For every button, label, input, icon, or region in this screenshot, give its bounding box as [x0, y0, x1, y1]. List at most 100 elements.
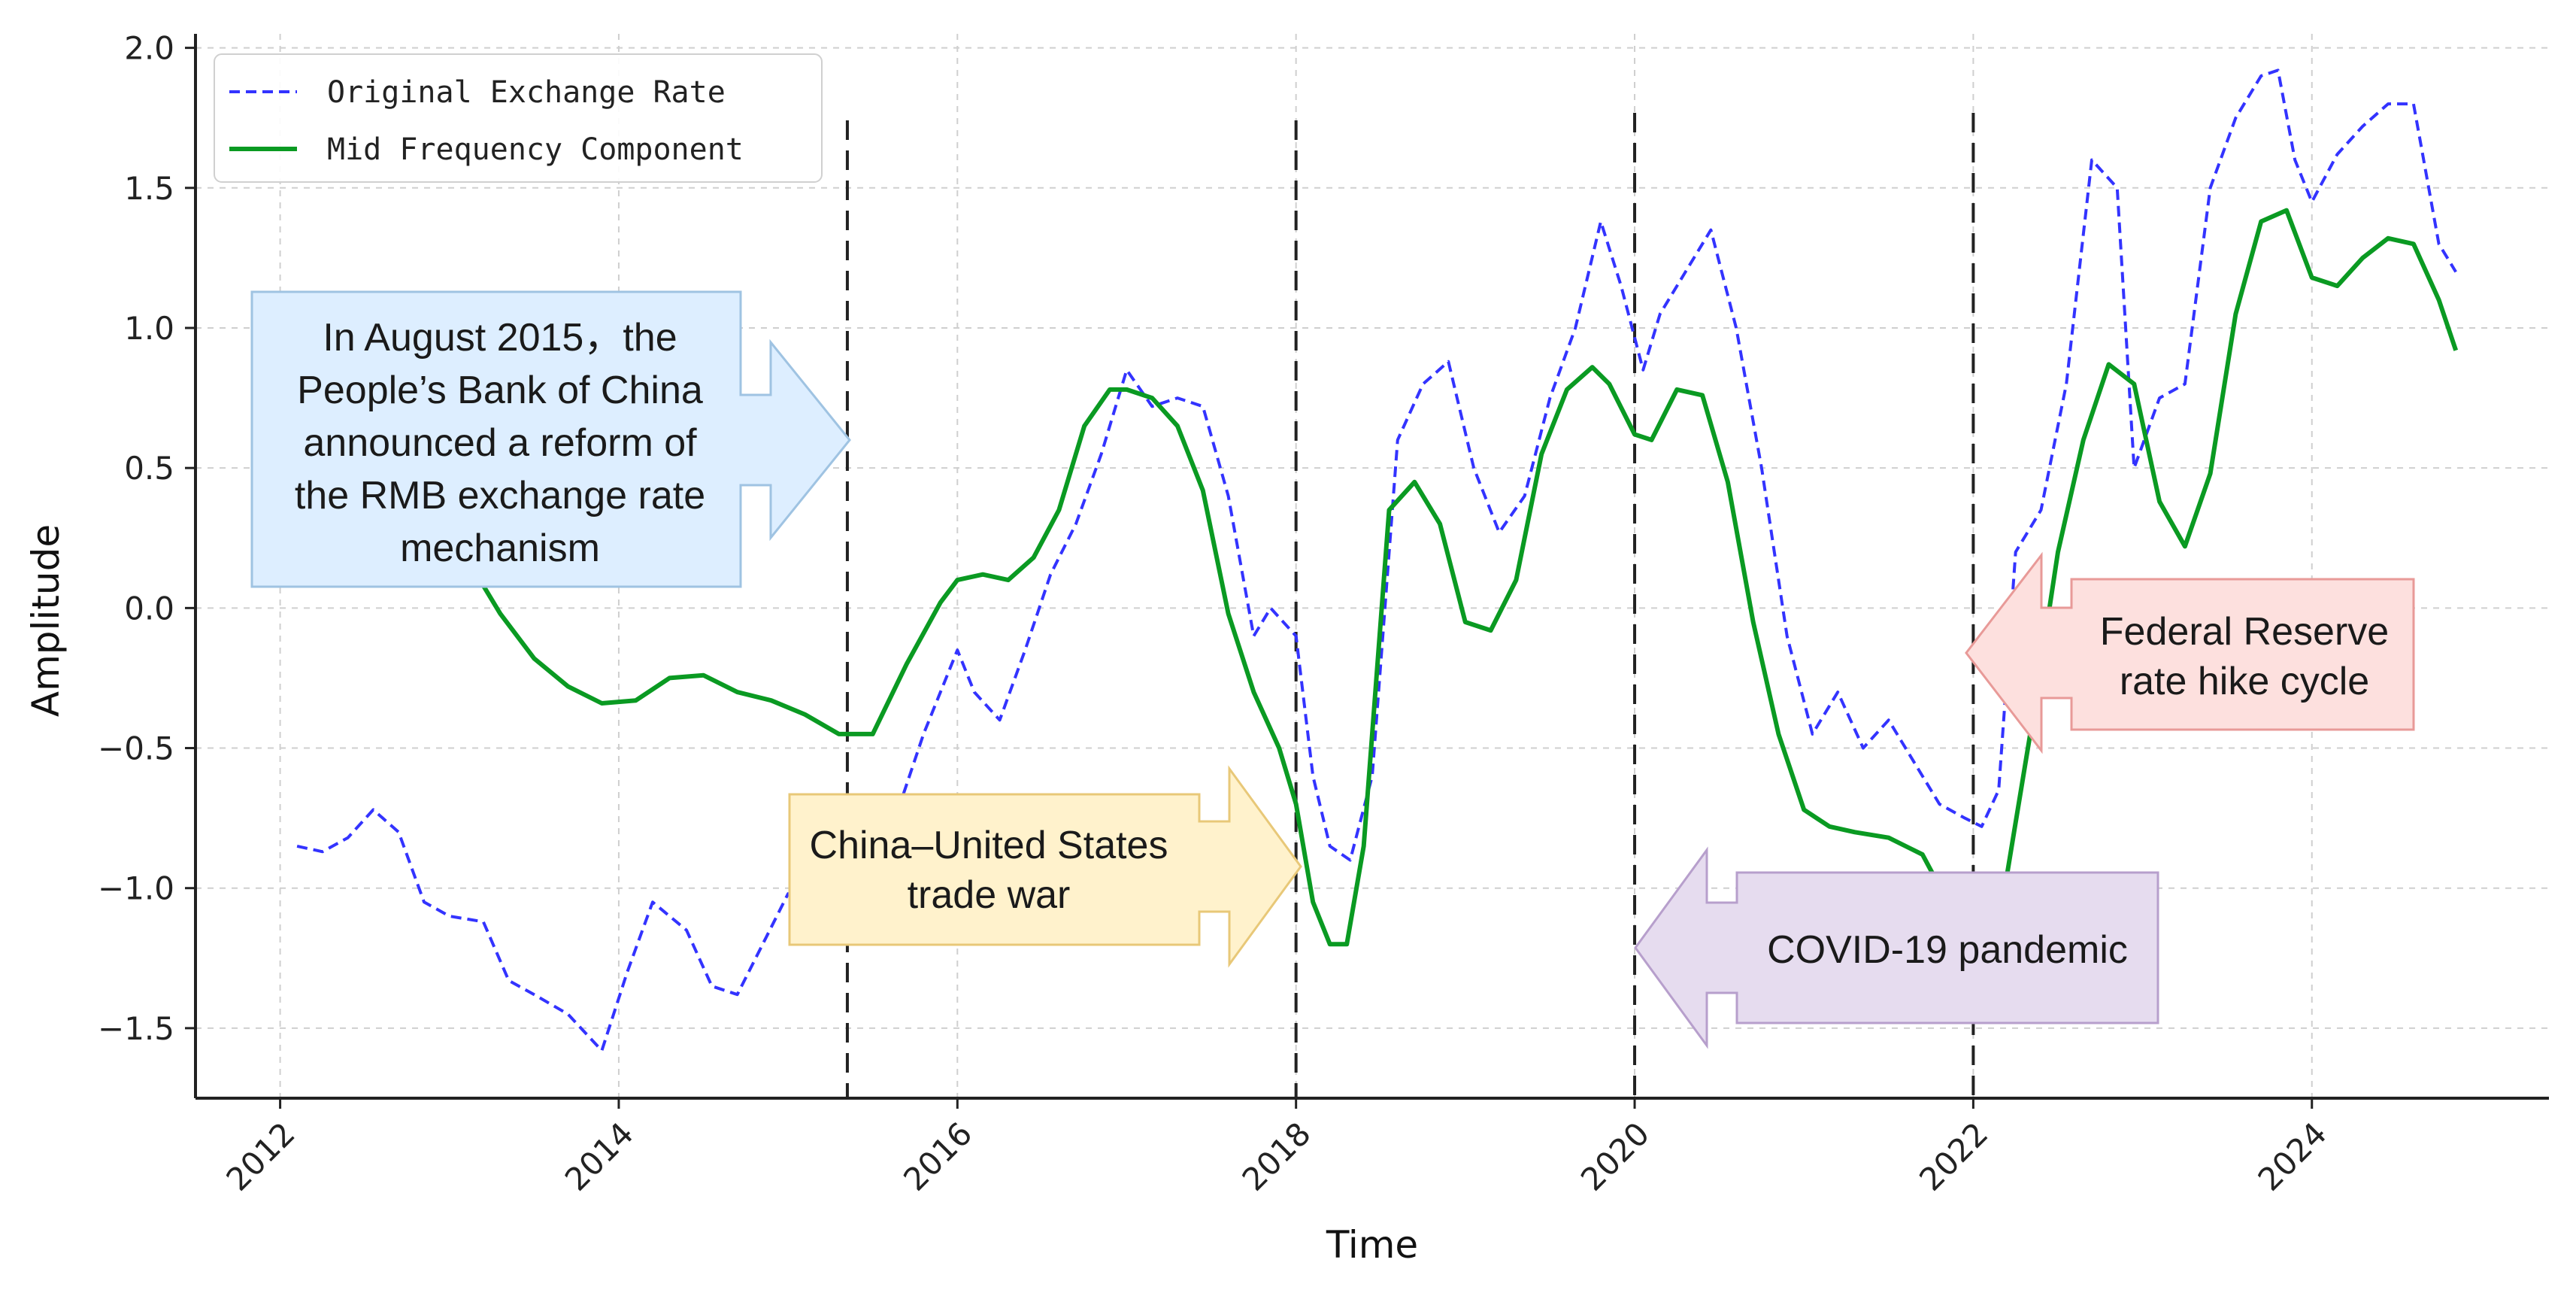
data-point	[736, 691, 738, 694]
data-point	[2116, 187, 2118, 189]
data-point	[482, 921, 484, 923]
series-lines	[296, 68, 2459, 1052]
y-tick-label: 1.5	[124, 170, 174, 207]
data-point	[1388, 509, 1390, 511]
pboc-reform-text: announced a reform of	[303, 421, 697, 465]
data-point	[508, 979, 510, 982]
data-point	[1913, 761, 1915, 763]
data-point	[1634, 433, 1636, 436]
pboc-reform-annotation: In August 2015，the People’s Bank of China…	[250, 290, 851, 588]
data-point	[1151, 397, 1153, 399]
data-point	[702, 674, 705, 676]
data-point	[2184, 383, 2186, 385]
data-point	[2184, 545, 2186, 548]
x-tick-label: 2022	[1912, 1115, 1995, 1197]
data-point	[973, 691, 975, 694]
original-exchange-rate-line	[296, 68, 2457, 1052]
y-tick-label: 2.0	[124, 30, 174, 67]
data-point	[1464, 621, 1466, 624]
data-point	[1498, 531, 1500, 533]
data-point	[1329, 943, 1331, 945]
data-point	[1439, 523, 1441, 525]
data-point	[1312, 901, 1314, 903]
y-tick-label: 1.0	[124, 310, 174, 347]
data-point	[2412, 243, 2414, 245]
data-point	[1227, 612, 1229, 615]
data-point	[1295, 635, 1297, 637]
data-point	[423, 901, 426, 903]
data-point	[668, 677, 671, 679]
trade-war-callout-shape	[788, 765, 1302, 968]
mid-frequency-component-line	[296, 208, 2459, 947]
data-point	[533, 657, 535, 660]
data-point	[956, 649, 959, 651]
data-point	[1887, 836, 1890, 839]
x-tick-label: 2016	[896, 1115, 979, 1197]
data-point	[1726, 481, 1729, 483]
data-point	[1473, 467, 1475, 469]
data-point	[1921, 854, 1923, 856]
data-point	[499, 612, 502, 615]
data-point	[2235, 313, 2237, 315]
y-tick-label: −0.5	[98, 730, 174, 767]
annotations: In August 2015，the People’s Bank of China…	[250, 290, 2415, 1049]
data-point	[652, 901, 654, 903]
data-point	[1032, 557, 1035, 559]
legend-label: Mid Frequency Component	[327, 132, 744, 167]
data-point	[1803, 809, 1805, 811]
data-point	[1829, 825, 1831, 827]
pboc-reform-text: People’s Bank of China	[297, 369, 703, 412]
covid-callout-shape	[1634, 846, 2159, 1049]
data-point	[1853, 831, 1856, 833]
data-point	[2133, 383, 2135, 385]
x-axis-title: Time	[1326, 1223, 1418, 1267]
data-point	[1777, 733, 1780, 735]
data-point	[1371, 775, 1374, 777]
data-point	[1702, 394, 1704, 396]
data-point	[296, 845, 299, 847]
data-point	[939, 601, 941, 603]
data-point	[1050, 573, 1052, 575]
x-tick-label: 2018	[1235, 1115, 1318, 1197]
data-point	[1574, 327, 1577, 329]
data-point	[838, 733, 840, 735]
data-point	[2133, 467, 2135, 469]
data-point	[2209, 187, 2211, 189]
data-point	[1811, 733, 1814, 735]
data-point	[1253, 635, 1255, 637]
data-point	[770, 700, 772, 702]
x-tick-label: 2020	[1574, 1115, 1656, 1197]
data-point	[905, 663, 908, 665]
data-point	[2455, 271, 2457, 273]
data-point	[2091, 159, 2093, 161]
data-point	[1100, 453, 1102, 455]
data-point	[347, 836, 349, 839]
data-point	[1109, 388, 1111, 390]
data-point	[2286, 209, 2288, 211]
trade-war-text: trade war	[908, 873, 1071, 917]
data-point	[2311, 277, 2313, 279]
y-tick-label: −1.0	[98, 870, 174, 907]
data-point	[2336, 153, 2338, 156]
data-point	[1566, 388, 1568, 390]
data-point	[626, 971, 629, 973]
data-point	[1396, 439, 1399, 441]
data-point	[1202, 405, 1204, 408]
y-tick-label: 0.0	[124, 590, 174, 627]
pboc-reform-text: mechanism	[400, 527, 600, 570]
data-point	[2040, 509, 2042, 511]
data-point	[1608, 383, 1611, 385]
data-point	[923, 733, 925, 735]
data-point	[736, 994, 738, 996]
legend: Original Exchange Rate Mid Frequency Comp…	[214, 53, 823, 183]
data-point	[2412, 103, 2414, 105]
data-point	[1684, 271, 1687, 273]
data-point	[2277, 69, 2279, 71]
data-point	[1447, 360, 1450, 363]
data-point	[1964, 817, 1966, 819]
data-point	[372, 809, 374, 811]
data-point	[1515, 579, 1517, 581]
data-point	[1362, 845, 1365, 847]
data-point	[567, 1013, 569, 1015]
